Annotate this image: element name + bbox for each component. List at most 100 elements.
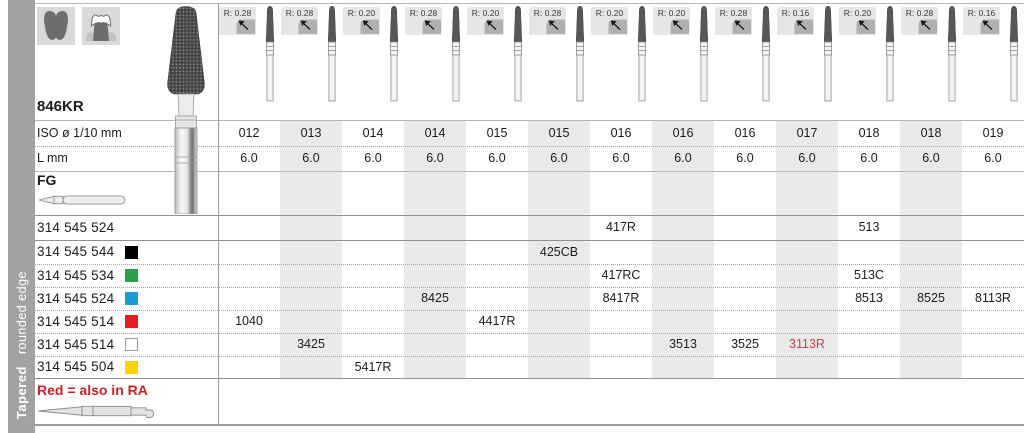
radius-badge: R: 0.20 [839,7,876,35]
series-code: 846KR [37,98,84,115]
bur-icon [387,5,401,102]
separator-line [35,424,1024,426]
order-number: 3113R [789,337,825,351]
separator-line [35,264,1024,265]
length-value: 6.0 [984,151,1002,165]
corner-radius-icon [794,19,813,34]
radius-badge: R: 0.16 [963,7,1000,35]
radius-label: R: 0.20 [347,8,376,18]
iso-value: 015 [486,126,508,140]
length-value: 6.0 [612,151,630,165]
column-stripe [900,120,962,378]
separator-line [35,215,1024,216]
category-subtitle: rounded edge [14,270,29,354]
radius-label: R: 0.28 [719,8,748,18]
radius-badge: R: 0.28 [405,7,442,35]
separator-line [35,356,1024,357]
separator-line [35,171,1024,172]
product-code: 314 545 534 [37,268,115,283]
bur-icon [635,5,649,102]
order-number: 417R [606,220,636,234]
length-value: 6.0 [488,151,506,165]
length-value: 6.0 [736,151,754,165]
corner-radius-icon [608,19,627,34]
order-number: 513C [854,268,884,282]
length-value: 6.0 [550,151,568,165]
bur-icon [449,5,463,102]
product-code: 314 545 514 [37,337,115,352]
corner-radius-icon [918,19,937,34]
corner-radius-icon [546,19,565,34]
order-number: 513 [858,220,880,234]
corner-radius-icon [484,19,503,34]
category-band: rounded edge Tapered [8,0,35,433]
bur-icon [697,5,711,102]
separator-line [35,240,1024,241]
separator-line [35,3,1024,4]
order-number: 8525 [917,291,945,305]
color-swatch [125,338,138,351]
product-code: 314 545 504 [37,359,115,374]
radius-badge: R: 0.16 [777,7,814,35]
corner-radius-icon [236,19,255,34]
color-swatch [125,360,138,374]
radius-label: R: 0.28 [285,8,314,18]
bur-product-image [158,4,214,215]
iso-value: 014 [424,126,446,140]
corner-radius-icon [732,19,751,34]
radius-label: R: 0.16 [967,8,996,18]
length-value: 6.0 [240,151,258,165]
corner-radius-icon [422,19,441,34]
order-number: 8513 [855,291,883,305]
order-number: 8113R [975,291,1011,305]
column-stripe [776,120,838,378]
color-swatch [125,269,138,282]
iso-value: 013 [300,126,322,140]
bur-icon [759,5,773,102]
category-title: Tapered [14,365,29,419]
order-number: 3425 [297,337,325,351]
radius-label: R: 0.28 [533,8,562,18]
radius-label: R: 0.20 [471,8,500,18]
radius-badge: R: 0.20 [591,7,628,35]
bur-icon [1007,5,1021,102]
iso-value: 016 [734,126,756,140]
order-number: 425CB [539,245,579,259]
separator-line [35,378,1024,379]
corner-radius-icon [298,19,317,34]
bur-icon [821,5,835,102]
radius-label: R: 0.16 [781,8,810,18]
iso-value: 017 [796,126,818,140]
length-value: 6.0 [798,151,816,165]
iso-value: 012 [238,126,260,140]
product-code: 314 545 524 [37,291,115,306]
length-value: 6.0 [922,151,940,165]
separator-line [35,310,1024,311]
radius-badge: R: 0.28 [219,7,256,35]
bur-icon [573,5,587,102]
corner-radius-icon [360,19,379,34]
order-number: 8417R [602,291,640,305]
shank-type-label: FG [37,172,57,188]
radius-label: R: 0.28 [409,8,438,18]
radius-badge: R: 0.20 [343,7,380,35]
order-number: 3525 [731,337,759,351]
order-number: 4417R [478,314,516,328]
iso-value: 016 [672,126,694,140]
radius-badge: R: 0.20 [467,7,504,35]
color-swatch [125,245,138,259]
bur-icon [325,5,339,102]
product-code: 314 545 514 [37,314,115,329]
separator-line [35,146,1024,147]
iso-value: 015 [548,126,570,140]
order-number: 3513 [669,337,697,351]
iso-value: 014 [362,126,384,140]
bur-icon [883,5,897,102]
length-value: 6.0 [364,151,382,165]
column-stripe [280,120,342,378]
ra-shank-icon [36,400,158,423]
length-value: 6.0 [674,151,692,165]
radius-label: R: 0.28 [905,8,934,18]
order-number: 417RC [601,268,641,282]
